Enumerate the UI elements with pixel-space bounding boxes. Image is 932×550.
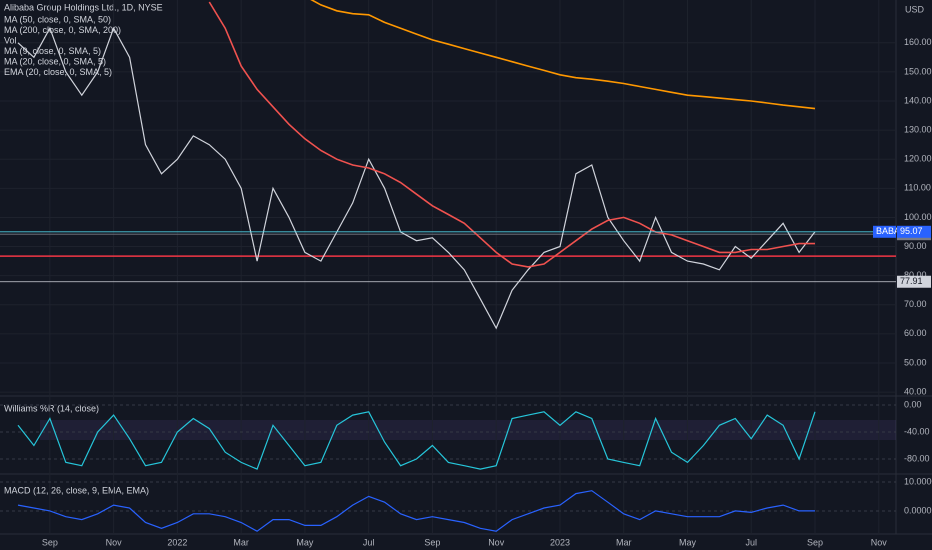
legend-entry: MA (9, close, 0, SMA, 5) xyxy=(4,46,101,56)
price-label: 95.07 xyxy=(900,226,923,236)
legend-entry: MA (200, close, 0, SMA, 200) xyxy=(4,25,121,35)
x-tick-label: 2022 xyxy=(167,537,187,547)
y-tick-label: 100.00 xyxy=(904,212,932,222)
y-tick-label: 80.00 xyxy=(904,270,927,280)
level-label: 77.91 xyxy=(900,276,923,286)
indicator-line xyxy=(17,490,815,532)
x-tick-label: Mar xyxy=(233,537,249,547)
currency: USD xyxy=(905,4,925,14)
legend-entry: MA (50, close, 0, SMA, 50) xyxy=(4,14,111,24)
legend-entry: EMA (20, close, 0, SMA, 5) xyxy=(4,67,112,77)
y-tick-label: 60.00 xyxy=(904,328,927,338)
y-tick-label: 120.00 xyxy=(904,154,932,164)
y-tick-label: 150.00 xyxy=(904,66,932,76)
x-tick-label: Mar xyxy=(616,537,632,547)
x-tick-label: Nov xyxy=(106,537,123,547)
series-line xyxy=(310,0,816,110)
y-tick-label: 160.00 xyxy=(904,37,932,47)
y-tick-label: -80.00 xyxy=(904,453,930,463)
x-tick-label: 2023 xyxy=(550,537,570,547)
x-tick-label: Nov xyxy=(871,537,888,547)
series-line xyxy=(17,26,816,330)
y-tick-label: 0.00 xyxy=(904,399,922,409)
symbol-tag xyxy=(873,225,896,238)
x-tick-label: Sep xyxy=(807,537,823,547)
x-tick-label: Jul xyxy=(745,537,757,547)
level-tag xyxy=(897,275,931,288)
macd-title: MACD (12, 26, close, 9, EMA, EMA) xyxy=(4,485,149,495)
williams-band xyxy=(40,420,896,440)
indicator-line xyxy=(17,411,816,470)
x-tick-label: May xyxy=(296,537,314,547)
y-tick-label: 140.00 xyxy=(904,95,932,105)
y-tick-label: 50.00 xyxy=(904,357,927,367)
y-tick-label: 0.0000 xyxy=(904,505,932,515)
y-tick-label: 90.00 xyxy=(904,241,927,251)
x-tick-label: Sep xyxy=(424,537,440,547)
x-tick-label: Jul xyxy=(363,537,375,547)
williams-title: Williams %R (14, close) xyxy=(4,403,99,413)
x-tick-label: May xyxy=(679,537,697,547)
main-title: Alibaba Group Holdings Ltd., 1D, NYSE xyxy=(4,2,163,12)
y-tick-label: 40.00 xyxy=(904,386,927,396)
price-tag xyxy=(897,225,931,238)
y-tick-label: 70.00 xyxy=(904,299,927,309)
series-line xyxy=(208,1,815,268)
x-tick-label: Sep xyxy=(42,537,58,547)
legend-entry: Vol xyxy=(4,35,17,45)
y-tick-label: 10.0000 xyxy=(904,476,932,486)
y-tick-label: 130.00 xyxy=(904,124,932,134)
x-tick-label: Nov xyxy=(488,537,505,547)
y-tick-label: 110.00 xyxy=(904,183,931,193)
y-tick-label: -40.00 xyxy=(904,426,930,436)
symbol-label: BABA xyxy=(876,226,900,236)
legend-entry: MA (20, close, 0, SMA, 5) xyxy=(4,56,106,66)
